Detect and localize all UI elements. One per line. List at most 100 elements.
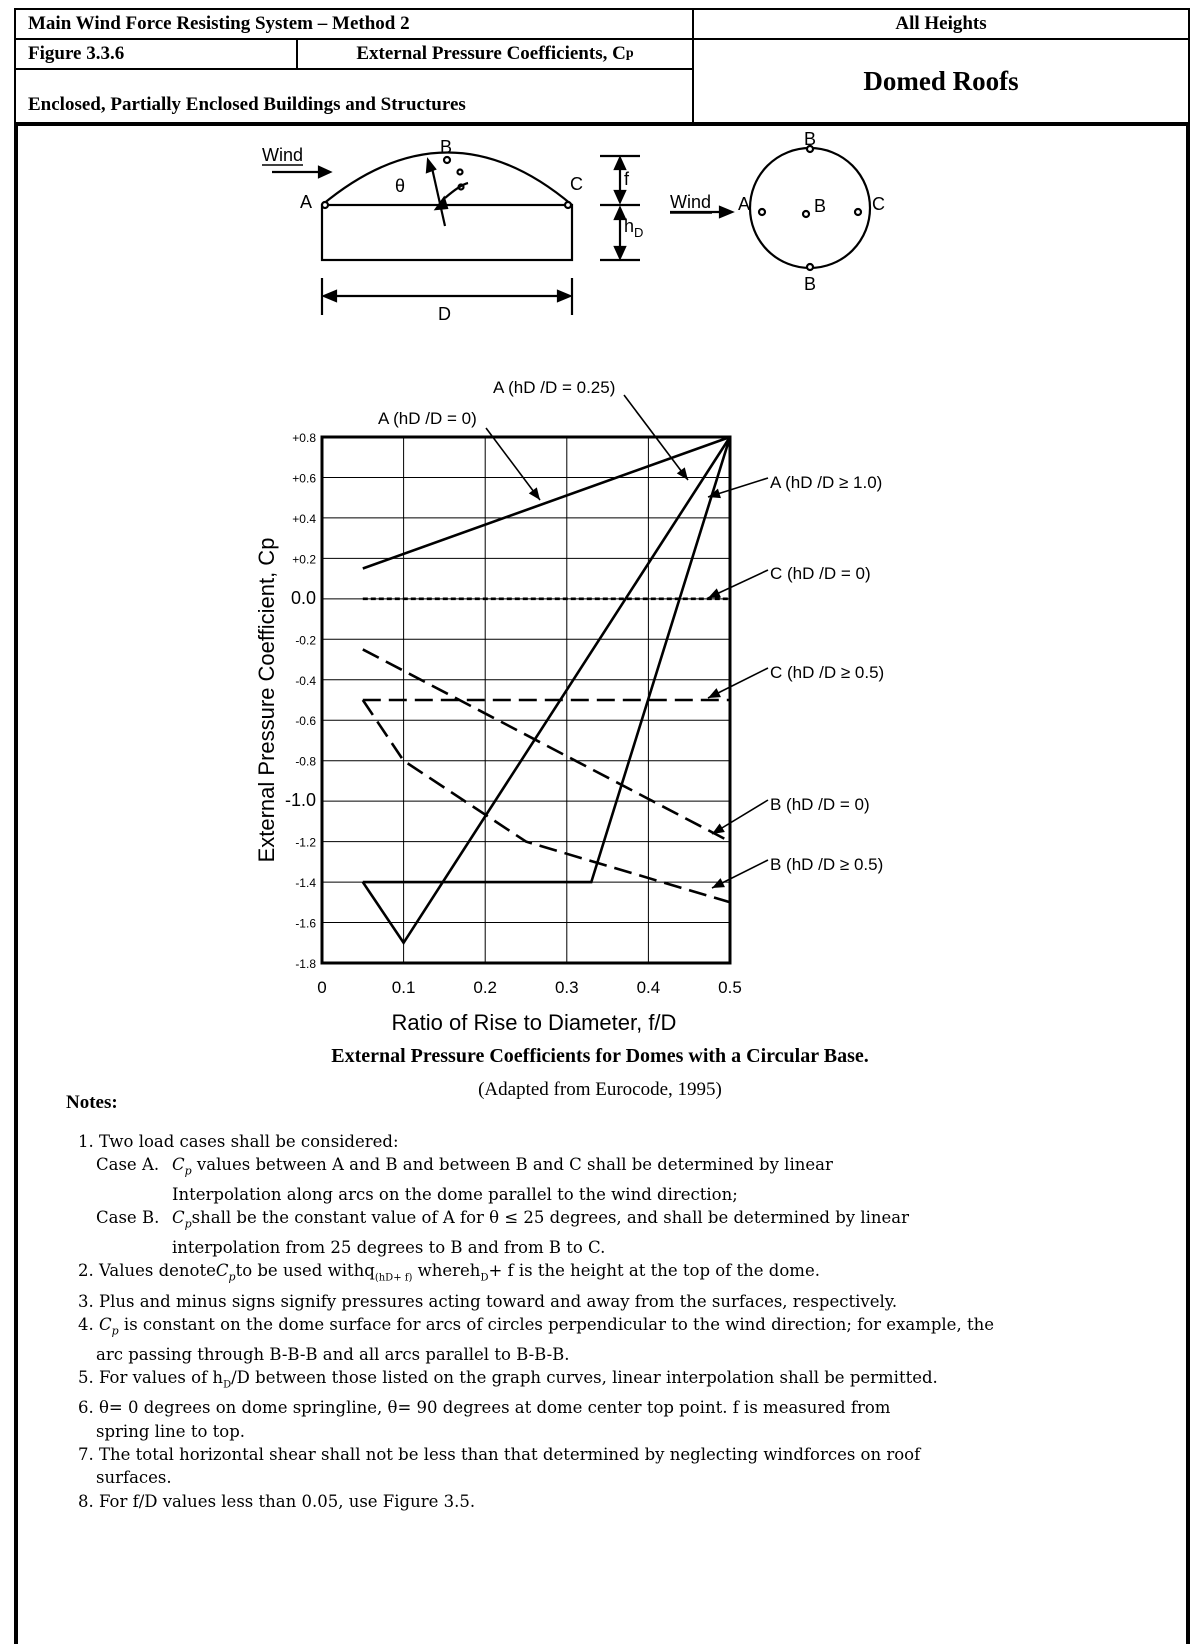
roof-type-title: Domed Roofs: [692, 38, 1190, 124]
note-2: 2. Values denoteCpto be used withq(hD+ f…: [78, 1259, 1178, 1290]
annotation-arrowhead: [708, 688, 721, 698]
note-5: 5. For values of hD/D between those list…: [78, 1366, 1178, 1397]
theta-label: θ: [395, 176, 405, 196]
theta-base-arrowhead: [433, 195, 449, 211]
series-line-2: [361, 436, 732, 946]
note-7: 7. The total horizontal shear shall not …: [78, 1445, 921, 1465]
y-tick-label: -0.2: [295, 633, 316, 647]
y-tick-label: -0.4: [295, 674, 316, 688]
note-2-c: where: [412, 1261, 470, 1281]
x-axis-title: Ratio of Rise to Diameter, f/D: [392, 1010, 677, 1035]
plan-b-bottom-marker: [805, 262, 815, 272]
y-tick-label: 0.0: [291, 588, 316, 608]
point-b2-marker: [456, 168, 464, 176]
chart-caption: External Pressure Coefficients for Domes…: [331, 1045, 869, 1067]
point-a-marker: [320, 200, 330, 210]
plan-c-marker: [853, 207, 863, 217]
note-5-a: 5. For values of h: [78, 1367, 224, 1387]
annotation-arrowhead: [708, 488, 721, 499]
figure-number: Figure 3.3.6: [14, 38, 298, 70]
y-tick-label: +0.4: [292, 512, 316, 526]
figure-canvas: Wind A B C θ f hD D Wind B B A C B +0.8 +…: [254, 129, 885, 1035]
system-title: Main Wind Force Resisting System – Metho…: [14, 8, 694, 40]
note-5-b: /D between those listed on the graph cur…: [231, 1367, 938, 1387]
cp-symbol: C: [172, 1208, 185, 1228]
case-b-label: Case B.: [96, 1208, 160, 1228]
note-4-cont: arc passing through B-B-B and all arcs p…: [96, 1344, 570, 1364]
heights-label: All Heights: [692, 8, 1190, 40]
x-tick-label: 0: [317, 978, 326, 997]
hd-arrow-top: [613, 205, 627, 221]
annotation-label-5: C (hD /D ≥ 0.5): [770, 663, 884, 682]
y-tick-label: -1.4: [295, 876, 316, 890]
x-tick-label: 0.1: [392, 978, 416, 997]
plan-b-top-marker: [805, 144, 815, 154]
elevation-labels: Wind A B C θ f hD D: [262, 137, 643, 324]
dome-plan-diagram: [670, 144, 872, 272]
case-b-text: shall be the constant value of A for θ ≤…: [191, 1208, 910, 1228]
note-2-h-sub: D: [480, 1272, 489, 1284]
coefficients-title-text: External Pressure Coefficients, C: [356, 43, 626, 64]
y-tick-label: -1.6: [295, 917, 316, 931]
wind-label-plan: Wind: [670, 192, 711, 212]
buildings-label: Enclosed, Partially Enclosed Buildings a…: [14, 68, 694, 124]
point-c-marker: [563, 200, 573, 210]
plan-a-marker: [757, 207, 767, 217]
note-3: 3. Plus and minus signs signify pressure…: [78, 1291, 898, 1311]
label-c-elevation: C: [570, 174, 583, 194]
cp-symbol: C: [215, 1261, 229, 1281]
note-1-case-b: Case B. Cpshall be the constant value of …: [78, 1206, 1178, 1236]
y-tick-label: +0.8: [292, 431, 316, 445]
f-arrow-top: [613, 155, 627, 171]
theta-ray: [430, 167, 447, 227]
label-a-elevation: A: [300, 192, 312, 212]
note-6-cont: spring line to top.: [96, 1421, 245, 1441]
theta-arc: [444, 181, 469, 199]
dome-base: [320, 203, 574, 262]
plan-b-center-marker: [801, 209, 811, 219]
label-c-plan: C: [872, 194, 885, 214]
label-b-plan-center: B: [814, 196, 826, 216]
note-4-a: 4.: [78, 1314, 99, 1334]
annotation-arrowhead: [712, 823, 725, 834]
notes-list: 1. Two load cases shall be considered: C…: [78, 1130, 1178, 1513]
y-axis-title: External Pressure Coefficient, Cp: [254, 538, 279, 863]
d-label: D: [438, 304, 451, 324]
series-line-1: [362, 435, 731, 570]
cp-symbol: C: [99, 1314, 112, 1334]
y-tick-label: -1.8: [295, 957, 316, 971]
cp-symbol-sub: p: [111, 1324, 119, 1338]
header-divider: [14, 122, 1190, 126]
cp-symbol-sub: p: [184, 1217, 192, 1231]
hd-label-sub: D: [634, 225, 643, 240]
note-2-q: q: [364, 1261, 375, 1281]
series-line-6: [362, 648, 731, 843]
cp-chart: +0.8 +0.6 +0.4 +0.2 0.0 -0.2 -0.4 -0.6 -0.8 -1.0 -…: [254, 378, 884, 1035]
annotation-label-4: C (hD /D = 0): [770, 564, 871, 583]
hd-label-h: h: [624, 216, 634, 236]
cp-symbol-sub: p: [184, 1164, 192, 1178]
coefficients-title-sub: p: [625, 46, 634, 61]
wind-arrowhead: [317, 165, 333, 179]
note-2-d: + f: [488, 1261, 514, 1281]
annotation-arrowhead: [708, 588, 721, 598]
x-tick-label: 0.3: [555, 978, 579, 997]
annotation-leader: [485, 427, 541, 501]
note-4: 4. Cp is constant on the dome surface fo…: [78, 1313, 1178, 1343]
label-a-plan: A: [738, 194, 750, 214]
note-5-sub: D: [223, 1379, 232, 1391]
f-arrow-bottom: [613, 189, 627, 205]
dome-arc: [321, 151, 573, 206]
note-6: 6. θ= 0 degrees on dome springline, θ= 9…: [78, 1398, 891, 1418]
annotation-label-6: B (hD /D = 0): [770, 795, 870, 814]
annotation-leader: [623, 394, 689, 481]
y-tick-label: -0.8: [295, 755, 316, 769]
d-arrow-left: [321, 289, 338, 303]
annotation-label-7: B (hD /D ≥ 0.5): [770, 855, 883, 874]
d-arrow-right: [556, 289, 573, 303]
theta-ray-arrowhead: [425, 157, 437, 174]
label-b-elevation: B: [440, 137, 452, 157]
series-line-7: [361, 699, 731, 904]
plan-labels: Wind B B A C B: [670, 129, 885, 294]
note-1: 1. Two load cases shall be considered:: [78, 1132, 399, 1151]
